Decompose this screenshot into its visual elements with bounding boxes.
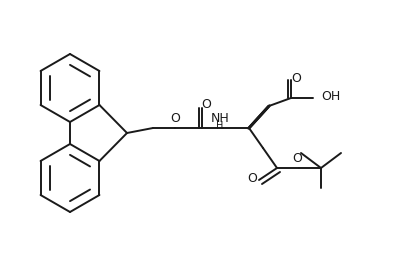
Text: O: O	[291, 72, 301, 85]
Text: O: O	[201, 98, 211, 112]
Text: OH: OH	[321, 89, 340, 103]
Text: NH: NH	[211, 112, 229, 125]
Text: O: O	[247, 172, 257, 184]
Text: H: H	[216, 121, 224, 131]
Text: O: O	[292, 153, 302, 165]
Text: O: O	[170, 113, 180, 125]
